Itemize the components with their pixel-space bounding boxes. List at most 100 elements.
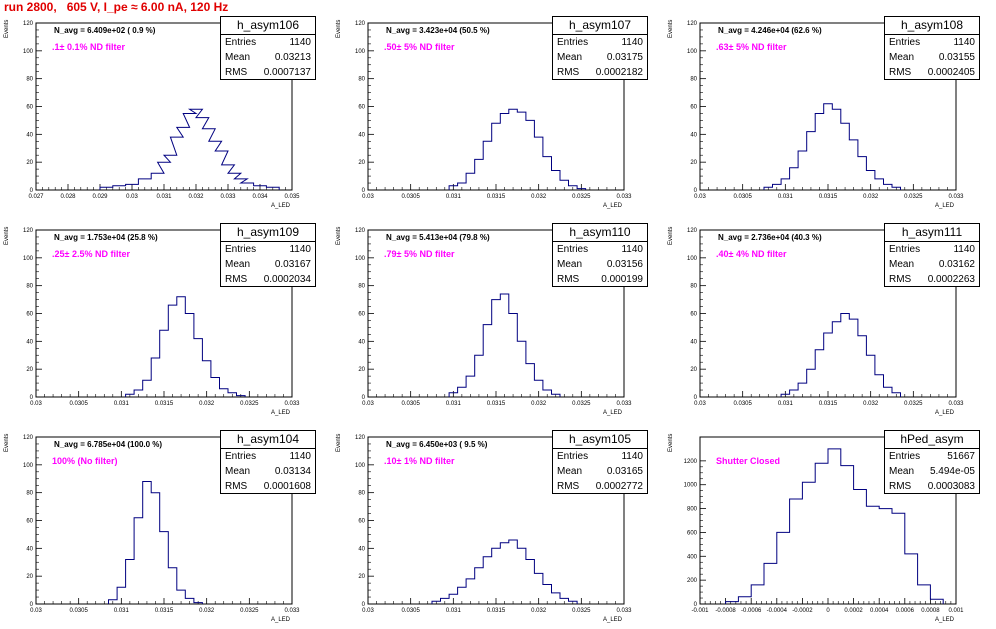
- x-tick-label: 0.0325: [240, 608, 259, 614]
- x-tick-label: 0.033: [616, 608, 632, 614]
- x-tick-label: 0.03: [362, 401, 374, 407]
- x-tick-label: 0.034: [252, 194, 268, 200]
- stats-row-mean: Mean 0.03175: [553, 50, 647, 65]
- histogram-bin: [194, 339, 203, 397]
- stats-row-rms: RMS 0.0003083: [885, 479, 979, 494]
- y-tick-label: 0: [30, 188, 34, 194]
- y-tick-label: 100: [687, 256, 698, 262]
- y-axis-label: Events: [4, 433, 10, 452]
- x-tick-label: 0.001: [948, 608, 964, 614]
- histogram-name: h_asym108: [885, 17, 979, 35]
- histogram-bin: [509, 314, 518, 398]
- y-tick-label: 20: [690, 367, 697, 373]
- x-tick-label: 0.032: [199, 608, 215, 614]
- stats-value-rms: 0.0001608: [263, 481, 311, 492]
- histogram-name: h_asym107: [553, 17, 647, 35]
- histogram-bin: [824, 104, 833, 190]
- stats-value-rms: 0.0002772: [595, 481, 643, 492]
- x-tick-label: 0.033: [948, 401, 964, 407]
- histogram-bin: [183, 113, 196, 190]
- histogram-panel-hPed_asym: 0 200 400 600 800 1000 1200 -0.001 -0.0008 -0.000…: [664, 422, 996, 629]
- y-tick-label: 60: [26, 105, 33, 111]
- x-axis-label: A_LED: [271, 617, 291, 623]
- n-avg-label: N_avg = 1.753e+04 (25.8 %): [54, 233, 158, 242]
- x-tick-label: 0.033: [284, 401, 300, 407]
- stats-value-rms: 0.0003083: [927, 481, 975, 492]
- x-tick-label: 0.031: [446, 401, 462, 407]
- histogram-panel-h_asym105: 0 20 40 60 80 100 120 0.03 0.0305 0.031 0.0315 0.03…: [332, 422, 664, 629]
- histogram-bin: [509, 109, 518, 190]
- histogram-bin: [543, 157, 552, 190]
- stats-label-mean: Mean: [889, 52, 915, 63]
- histogram-plot: 0 20 40 60 80 100 120 0.027 0.028 0.029 0.03 0.031 0…: [23, 21, 300, 209]
- x-tick-label: 0.029: [92, 194, 108, 200]
- y-tick-label: 20: [26, 367, 33, 373]
- stats-row-mean: Mean 0.03162: [885, 257, 979, 272]
- histogram-bin: [738, 597, 751, 604]
- y-tick-label: 20: [358, 367, 365, 373]
- histogram-plot: 0 20 40 60 80 100 120 0.03 0.0305 0.031 0.0315 0.03…: [687, 21, 964, 209]
- histogram-bin: [483, 557, 492, 604]
- y-tick-label: 120: [355, 228, 366, 234]
- x-tick-label: 0.027: [28, 194, 44, 200]
- histogram-series: [725, 448, 944, 604]
- stats-label-rms: RMS: [225, 481, 248, 492]
- y-tick-label: 60: [690, 105, 697, 111]
- x-tick-label: 0.031: [446, 608, 462, 614]
- stats-label-rms: RMS: [557, 274, 580, 285]
- x-tick-label: 0.0315: [819, 194, 838, 200]
- x-tick-label: 0.0325: [904, 401, 923, 407]
- filter-label: .50± 5% ND filter: [384, 42, 455, 52]
- y-tick-label: 0: [694, 602, 698, 608]
- histogram-bin: [751, 585, 764, 604]
- y-tick-label: 1200: [684, 459, 698, 465]
- histogram-bin: [517, 112, 526, 190]
- y-tick-label: 60: [358, 519, 365, 525]
- stats-label-rms: RMS: [889, 67, 912, 78]
- histogram-bin: [841, 123, 850, 190]
- histogram-bin: [168, 305, 177, 397]
- histogram-bin: [164, 155, 177, 190]
- histogram-plot: 0 20 40 60 80 100 120 0.03 0.0305 0.031 0.0315 0.03…: [355, 435, 632, 623]
- stats-label-mean: Mean: [889, 466, 915, 477]
- histogram-bin: [832, 322, 841, 397]
- x-tick-label: 0.03: [362, 608, 374, 614]
- stats-box: h_asym110 Entries 1140 Mean 0.03156 RMS 0.0001…: [552, 223, 648, 287]
- stats-value-entries: 1140: [953, 244, 975, 255]
- x-tick-label: 0.0325: [572, 194, 591, 200]
- stats-label-mean: Mean: [557, 52, 583, 63]
- y-tick-label: 0: [362, 602, 366, 608]
- y-tick-label: 100: [23, 49, 34, 55]
- x-tick-label: 0.0305: [69, 401, 88, 407]
- stats-value-entries: 1140: [621, 37, 643, 48]
- x-tick-label: 0.032: [531, 194, 547, 200]
- stats-value-mean: 0.03175: [606, 52, 643, 63]
- histogram-bin: [190, 109, 203, 190]
- y-tick-label: 80: [26, 284, 33, 290]
- x-tick-label: -0.0002: [792, 608, 813, 614]
- y-tick-label: 40: [26, 546, 33, 552]
- histogram-bin: [798, 151, 807, 190]
- y-tick-label: 60: [26, 519, 33, 525]
- stats-box: h_asym105 Entries 1140 Mean 0.03165 RMS 0.0002…: [552, 430, 648, 494]
- histogram-bin: [790, 168, 799, 190]
- x-tick-label: -0.0004: [767, 608, 788, 614]
- histogram-bin: [918, 585, 931, 604]
- histogram-bin: [875, 375, 884, 397]
- histogram-bin: [500, 294, 509, 397]
- stats-row-entries: Entries 1140: [221, 242, 315, 257]
- stats-label-mean: Mean: [225, 52, 251, 63]
- y-tick-label: 40: [358, 546, 365, 552]
- x-tick-label: 0.03: [30, 608, 42, 614]
- y-tick-label: 20: [358, 574, 365, 580]
- x-tick-label: 0.0305: [69, 608, 88, 614]
- x-tick-label: 0.032: [531, 608, 547, 614]
- y-tick-label: 0: [30, 395, 34, 401]
- x-tick-label: 0.032: [863, 401, 879, 407]
- x-tick-label: 0.0305: [733, 401, 752, 407]
- x-tick-label: 0.032: [199, 401, 215, 407]
- x-tick-label: -0.0008: [715, 608, 736, 614]
- y-tick-label: 120: [23, 228, 34, 234]
- histogram-bin: [526, 364, 535, 397]
- stats-value-entries: 1140: [953, 37, 975, 48]
